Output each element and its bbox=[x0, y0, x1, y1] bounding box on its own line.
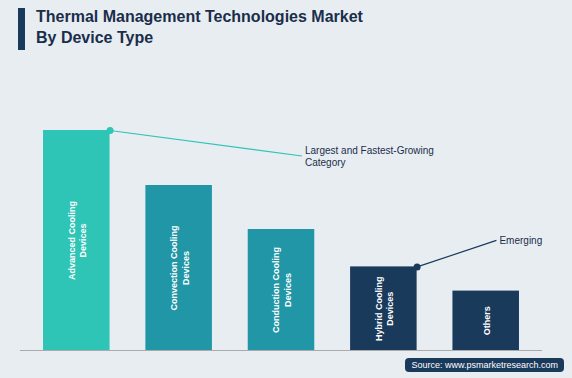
html-text:Source: www.psmarketresearch.c: Source: www.psmarketresearch.com bbox=[411, 360, 558, 370]
svg-text:Largest and Fastest-GrowingCat: Largest and Fastest-GrowingCategory bbox=[305, 145, 434, 168]
svg-text:Emerging: Emerging bbox=[499, 235, 542, 246]
html-text:By Device Type: By Device Type bbox=[36, 29, 154, 46]
svg-text:Convection CoolingDevices: Convection CoolingDevices bbox=[169, 226, 191, 311]
svg-text:Conduction CoolingDevices: Conduction CoolingDevices bbox=[271, 247, 293, 333]
svg-text:Advanced CoolingDevices: Advanced CoolingDevices bbox=[67, 201, 89, 280]
html-text:Thermal Management Technologie: Thermal Management Technologies Market bbox=[36, 8, 363, 25]
svg-text:Others: Others bbox=[482, 306, 492, 335]
svg-text:Hybrid CoolingDevices: Hybrid CoolingDevices bbox=[374, 276, 396, 341]
